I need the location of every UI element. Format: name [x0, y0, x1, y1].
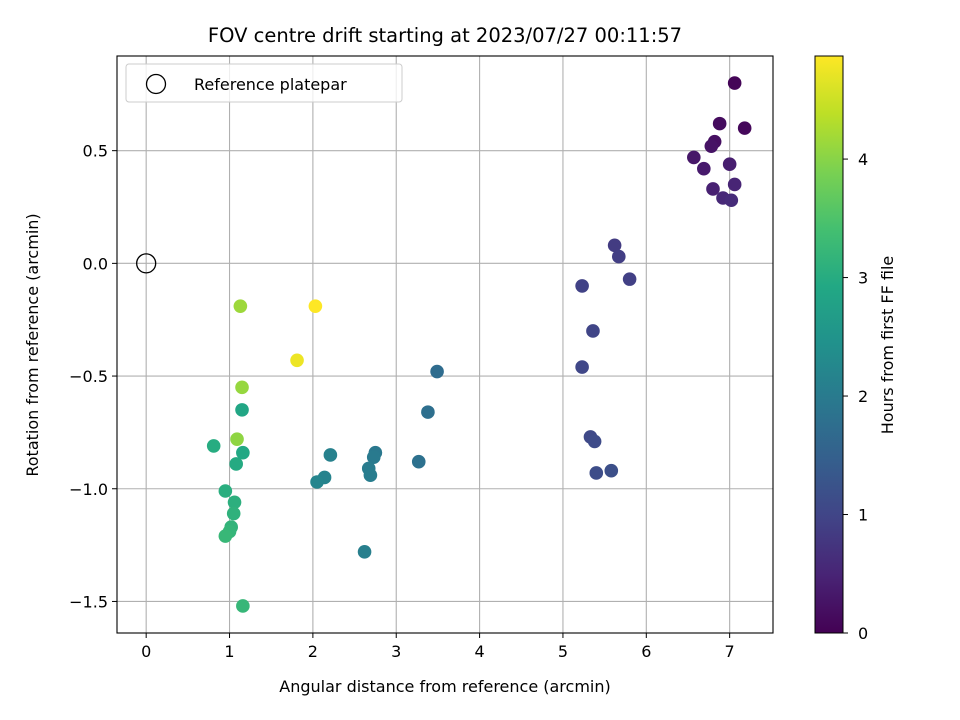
data-point [612, 250, 626, 264]
x-tick-label: 7 [725, 642, 735, 661]
y-tick-label: 0.0 [83, 254, 108, 273]
colorbar-label: Hours from first FF file [878, 256, 897, 435]
data-point [227, 507, 241, 521]
data-point [234, 299, 248, 313]
data-point [723, 157, 737, 171]
x-tick-label: 0 [141, 642, 151, 661]
data-point [310, 475, 324, 489]
x-tick-label: 3 [391, 642, 401, 661]
x-axis-ticks: 0 1 2 3 4 5 6 7 [141, 633, 735, 661]
data-point [236, 599, 250, 613]
data-point [207, 439, 221, 453]
colorbar-tick-label: 0 [858, 624, 868, 643]
data-point [589, 466, 603, 480]
y-axis-label: Rotation from reference (arcmin) [23, 213, 42, 476]
data-point [358, 545, 372, 559]
data-point [575, 360, 589, 374]
data-point [421, 405, 435, 419]
x-tick-label: 2 [308, 642, 318, 661]
data-point [364, 468, 378, 482]
y-axis-ticks: −1.5 −1.0 −0.5 0.0 0.5 [69, 142, 117, 612]
data-point [728, 76, 742, 90]
legend: Reference platepar [126, 64, 402, 102]
data-point [725, 193, 739, 207]
colorbar-tick-label: 2 [858, 387, 868, 406]
data-point [230, 432, 244, 446]
data-point [713, 117, 727, 131]
x-tick-label: 4 [474, 642, 484, 661]
chart-title: FOV centre drift starting at 2023/07/27 … [208, 24, 682, 47]
y-tick-label: −1.0 [69, 480, 108, 499]
data-point [738, 121, 752, 135]
data-point [324, 448, 338, 462]
data-point [604, 464, 618, 478]
colorbar-tick-label: 4 [858, 150, 868, 169]
data-point [430, 365, 444, 379]
data-point [412, 455, 426, 469]
data-point [309, 299, 323, 313]
plot-frame [117, 56, 773, 633]
data-point [586, 324, 600, 338]
data-point [623, 272, 637, 286]
x-tick-label: 6 [641, 642, 651, 661]
colorbar-tick-label: 1 [858, 506, 868, 525]
data-point [687, 151, 701, 165]
colorbar-gradient [815, 56, 843, 633]
data-point [235, 381, 249, 395]
data-point [588, 435, 602, 449]
colorbar-tick-label: 3 [858, 269, 868, 288]
colorbar: 0 1 2 3 4 Hours from first FF file [815, 56, 897, 643]
colorbar-ticks: 0 1 2 3 4 [843, 150, 868, 643]
data-point [229, 457, 243, 471]
y-tick-label: −0.5 [69, 367, 108, 386]
legend-entry-reference-platepar: Reference platepar [194, 75, 347, 94]
data-point [697, 162, 711, 176]
data-point [219, 529, 233, 543]
data-point [290, 353, 304, 367]
x-tick-label: 1 [224, 642, 234, 661]
x-axis-label: Angular distance from reference (arcmin) [279, 677, 610, 696]
data-point [575, 279, 589, 293]
data-point [728, 178, 742, 192]
y-tick-label: 0.5 [83, 142, 108, 161]
data-point [705, 139, 719, 153]
data-point [235, 403, 249, 417]
data-point [219, 484, 233, 498]
x-tick-label: 5 [558, 642, 568, 661]
y-tick-label: −1.5 [69, 592, 108, 611]
grid-lines [117, 56, 773, 633]
